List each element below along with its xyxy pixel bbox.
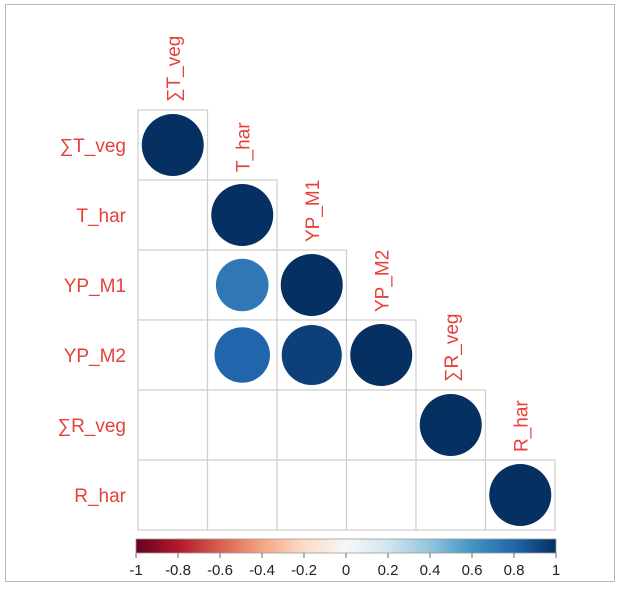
matrix-cell-5-1 <box>137 389 209 461</box>
row-label-5: ∑R_veg <box>58 416 126 437</box>
matrix-cell-4-1 <box>137 319 209 391</box>
row-label-6: R_har <box>74 486 126 507</box>
correlation-circle-3-2 <box>215 258 269 312</box>
colorbar-tick-label-2: -0.8 <box>165 562 191 579</box>
colorbar-tick-label-9: 0.6 <box>462 562 483 579</box>
colorbar-tick-label-10: 0.8 <box>504 562 525 579</box>
column-label-1: ∑T_veg <box>164 36 185 102</box>
matrix-cell-5-2 <box>206 389 278 461</box>
correlation-circle-6-6 <box>489 464 552 526</box>
correlation-circle-4-4 <box>350 324 413 386</box>
colorbar-tick-label-7: 0.2 <box>378 562 399 579</box>
colorbar-tick-label-5: -0.2 <box>291 562 317 579</box>
colorbar-tick-label-6: 0 <box>342 562 350 579</box>
colorbar-tick-label-4: -0.4 <box>249 562 275 579</box>
colorbar-tick-label-8: 0.4 <box>420 562 441 579</box>
matrix-cell-6-3 <box>276 459 348 531</box>
colorbar-tick-label-3: -0.6 <box>207 562 233 579</box>
correlation-circle-1-1 <box>141 114 204 176</box>
matrix-cell-6-2 <box>206 459 278 531</box>
colorbar-tick-label-1: -1 <box>129 562 142 579</box>
column-label-2: T_har <box>233 122 254 172</box>
matrix-cell-6-5 <box>415 459 487 531</box>
matrix-cell-6-1 <box>137 459 209 531</box>
correlation-circle-2-2 <box>211 184 274 246</box>
column-label-5: ∑R_veg <box>442 314 463 382</box>
row-label-2: T_har <box>76 206 126 227</box>
row-label-1: ∑T_veg <box>60 136 126 157</box>
matrix-cell-5-4 <box>345 389 417 461</box>
row-label-3: YP_M1 <box>64 276 126 297</box>
matrix-cell-3-1 <box>137 249 209 321</box>
matrix-cell-5-3 <box>276 389 348 461</box>
matrix-cell-6-4 <box>345 459 417 531</box>
correlation-circle-4-3 <box>281 324 342 386</box>
colorbar-tick-label-11: 1 <box>552 562 560 579</box>
column-label-6: R_har <box>511 400 532 452</box>
correlation-circle-5-5 <box>419 394 482 456</box>
matrix-cell-2-1 <box>137 179 209 251</box>
row-label-4: YP_M2 <box>64 346 126 367</box>
correlation-circle-3-3 <box>280 254 343 316</box>
column-label-3: YP_M1 <box>303 180 324 242</box>
colorbar <box>135 538 557 554</box>
column-label-4: YP_M2 <box>372 250 393 312</box>
chart-frame <box>5 4 615 582</box>
correlation-circle-4-2 <box>214 327 270 383</box>
